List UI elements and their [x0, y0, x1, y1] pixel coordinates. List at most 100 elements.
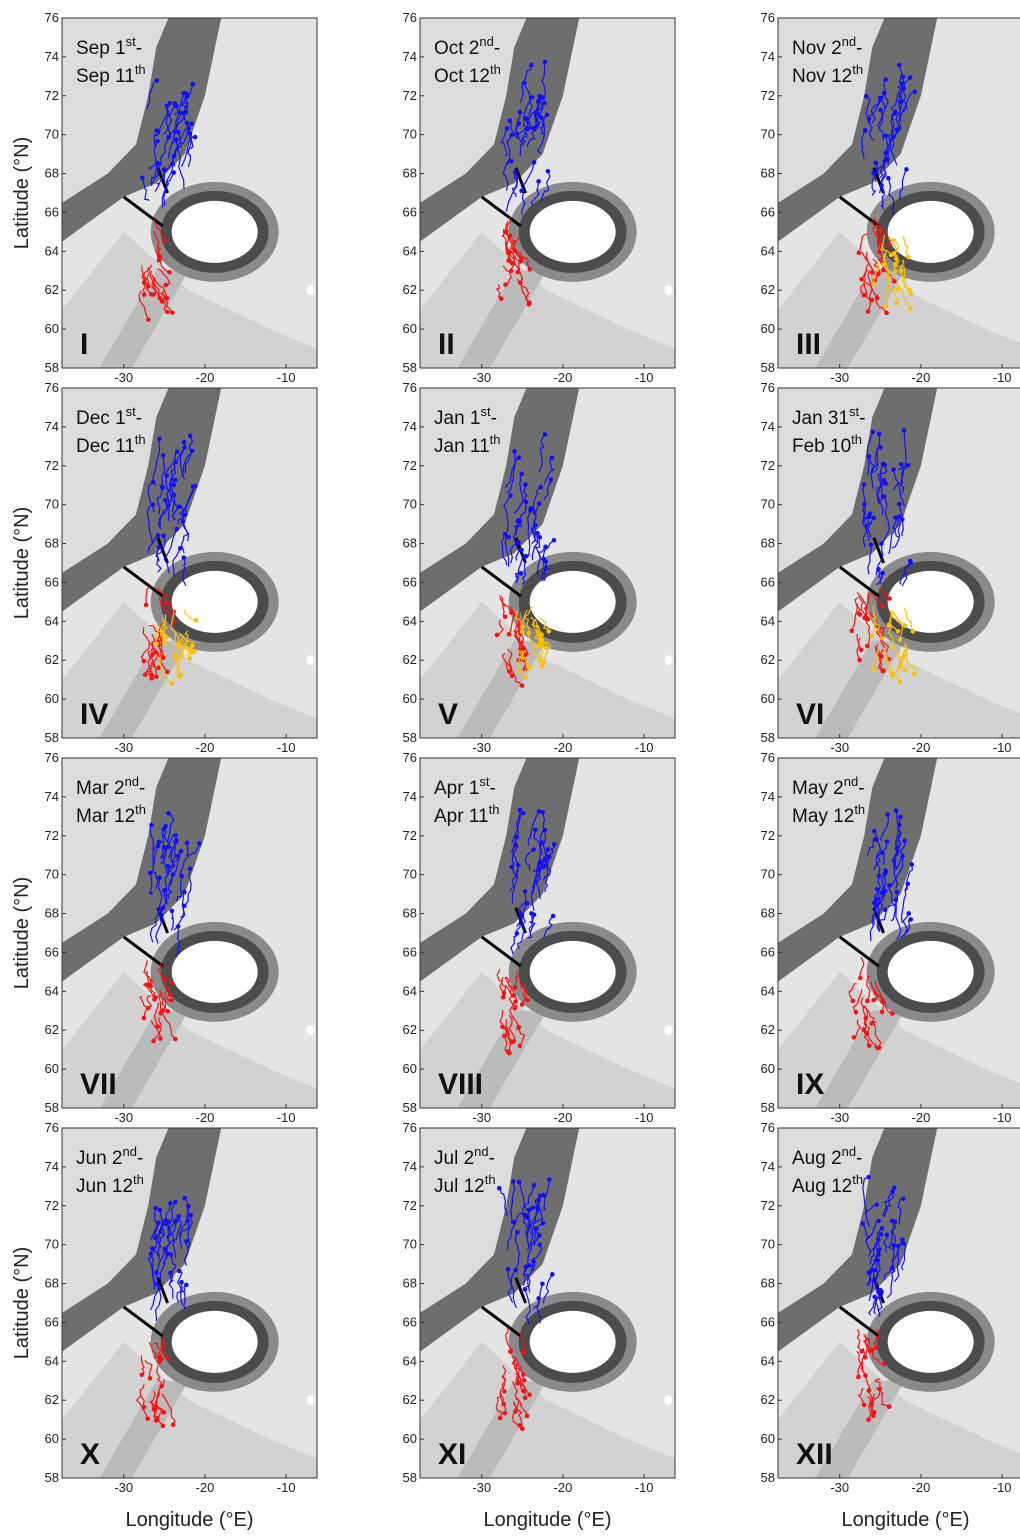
- float-position: [897, 679, 903, 684]
- float-position: [524, 1413, 530, 1419]
- y-tick-label: 60: [45, 1061, 59, 1076]
- float-position: [145, 1416, 151, 1422]
- float-position: [876, 431, 882, 437]
- date-part: th: [135, 802, 146, 817]
- trajectory: [858, 233, 868, 254]
- float-position: [154, 641, 159, 647]
- float-position: [154, 1270, 159, 1275]
- trajectory: [882, 79, 889, 109]
- float-position: [187, 433, 193, 439]
- trajectory: [511, 252, 524, 284]
- iceland: [887, 940, 974, 1003]
- float-position: [162, 237, 168, 243]
- y-tick-label: 66: [45, 1314, 59, 1329]
- float-position: [502, 614, 508, 620]
- trajectory: [502, 160, 512, 191]
- float-position: [542, 432, 548, 437]
- trajectory: [880, 185, 886, 211]
- map: [62, 388, 317, 738]
- x-tick-label: -20: [554, 1110, 573, 1125]
- greenland-coast: [778, 1128, 885, 1313]
- trajectory: [900, 464, 909, 494]
- trajectory: [538, 849, 549, 872]
- float-position: [139, 1372, 145, 1378]
- trajectory: [541, 61, 547, 101]
- date-part: -: [137, 1148, 143, 1169]
- trajectory: [859, 957, 865, 979]
- trajectory: [878, 873, 886, 896]
- greenland-shelf: [420, 388, 580, 612]
- float-position: [904, 167, 909, 172]
- iceland: [529, 570, 616, 633]
- float-position: [145, 1005, 151, 1011]
- float-position: [179, 110, 184, 116]
- y-tick-label: 72: [45, 828, 59, 843]
- trajectory: [154, 1288, 162, 1321]
- trajectory: [896, 840, 906, 869]
- x-tick-label: -20: [912, 740, 931, 755]
- float-position: [519, 1002, 525, 1007]
- trajectory: [151, 1222, 160, 1241]
- float-position: [506, 534, 511, 540]
- float-position: [862, 1355, 868, 1360]
- trajectory: [894, 1245, 900, 1282]
- y-tick-label: 72: [403, 88, 417, 103]
- greenland-coast: [420, 18, 527, 203]
- x-tick-label: -30: [472, 1110, 491, 1125]
- trajectory: [149, 909, 161, 943]
- date-end: Sep 11th: [76, 62, 146, 87]
- float-position: [151, 1038, 156, 1044]
- trajectory: [153, 230, 161, 257]
- trajectory: [140, 1355, 145, 1376]
- float-position: [859, 1348, 865, 1354]
- trajectory: [509, 1002, 520, 1028]
- float-position: [523, 553, 529, 559]
- trajectory: [506, 648, 513, 672]
- float-position: [890, 645, 896, 650]
- x-tick-label: -30: [830, 740, 849, 755]
- float-position: [519, 683, 525, 688]
- trajectory: [160, 974, 171, 995]
- trajectory: [871, 605, 876, 637]
- float-position: [521, 1372, 526, 1377]
- float-position: [868, 542, 874, 547]
- y-tick-label: 64: [761, 613, 775, 628]
- float-position: [149, 291, 154, 297]
- y-tick-label: 66: [761, 1314, 775, 1329]
- float-position: [910, 629, 916, 634]
- float-position: [880, 604, 885, 610]
- x-tick-label: -20: [554, 1480, 573, 1495]
- date-part: May 2: [792, 778, 844, 799]
- float-position: [896, 62, 902, 68]
- trajectory: [868, 1388, 875, 1413]
- y-tick-label: 58: [761, 1100, 775, 1115]
- float-position: [891, 1243, 896, 1248]
- float-position: [165, 1356, 170, 1361]
- float-position: [871, 281, 876, 286]
- y-tick-label: 68: [45, 906, 59, 921]
- trajectory: [157, 964, 173, 984]
- float-position: [161, 1409, 167, 1415]
- trajectory: [148, 1342, 162, 1360]
- trajectory: [853, 1019, 862, 1038]
- trajectory: [155, 587, 169, 604]
- float-position: [869, 1402, 875, 1407]
- trajectory: [872, 1260, 881, 1289]
- float-position: [544, 112, 550, 118]
- float-position: [863, 93, 869, 99]
- float-position: [908, 917, 914, 922]
- trajectory: [512, 520, 521, 561]
- trajectory: [873, 852, 883, 871]
- float-position: [537, 534, 543, 540]
- trajectory: [862, 1223, 872, 1257]
- trajectory: [891, 238, 898, 259]
- date-end: Apr 11th: [434, 802, 499, 827]
- y-tick-label: 62: [45, 652, 59, 667]
- iceland: [887, 1310, 974, 1373]
- float-position: [159, 299, 165, 304]
- section-line: [514, 1277, 527, 1304]
- y-tick-label: 58: [45, 360, 59, 375]
- float-position: [894, 889, 900, 895]
- float-position: [906, 911, 912, 916]
- float-position: [164, 600, 170, 606]
